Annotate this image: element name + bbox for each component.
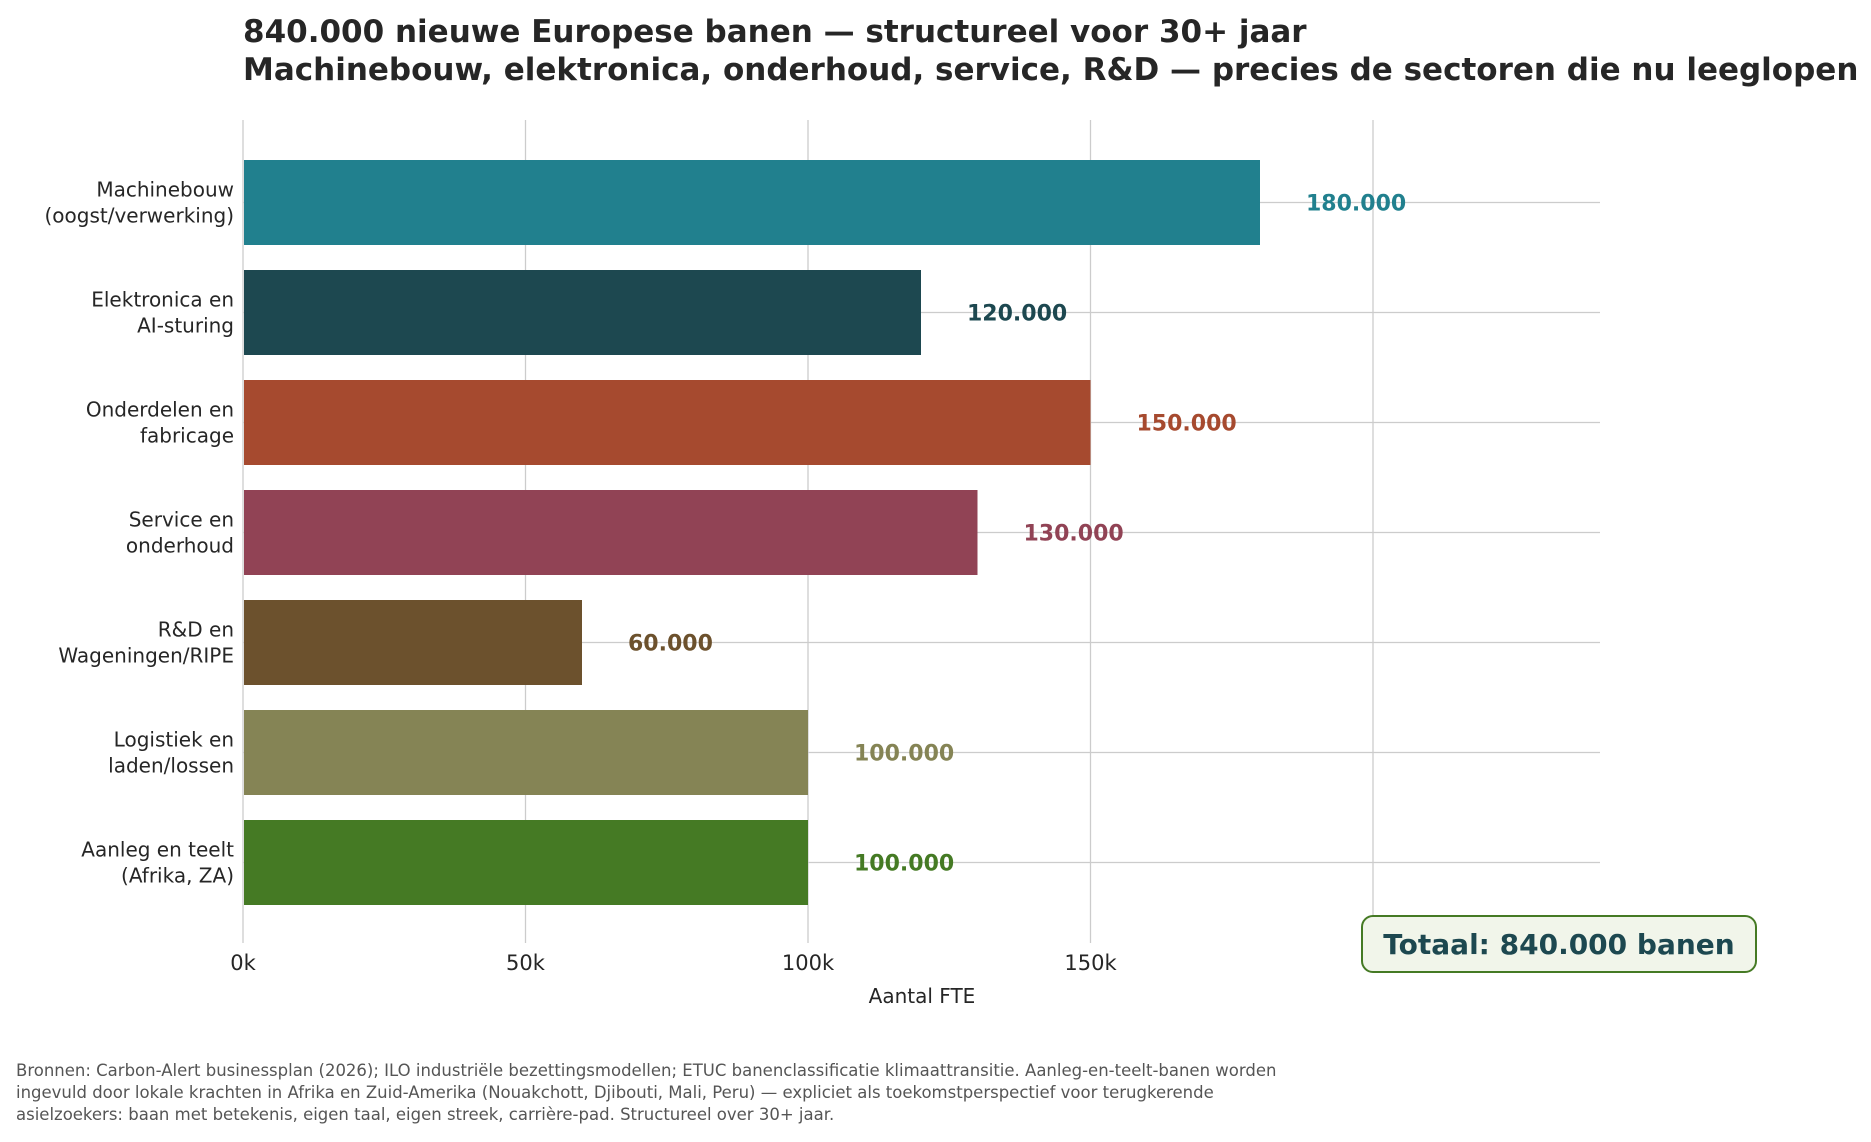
category-label: Machinebouw (oogst/verwerking): [44, 178, 234, 228]
chart-title: 840.000 nieuwe Europese banen — structur…: [243, 14, 1307, 50]
bar-value-label: 60.000: [628, 632, 713, 657]
category-label: Service en onderhoud: [126, 508, 234, 558]
category-label: Logistiek en laden/lossen: [108, 728, 234, 778]
category-label: Elektronica en AI-sturing: [91, 288, 234, 338]
category-label: R&D en Wageningen/RIPE: [58, 618, 234, 668]
bar-value-label: 100.000: [854, 852, 954, 877]
category-label: Aanleg en teelt (Afrika, ZA): [81, 838, 234, 888]
source-footnote: Bronnen: Carbon-Alert businessplan (2026…: [16, 1060, 1436, 1126]
x-axis-ticks: 0k50k100k150k2: [230, 951, 1379, 975]
chart-subtitle: Machinebouw, elektronica, onderhoud, ser…: [243, 52, 1858, 88]
category-label: Onderdelen en fabricage: [86, 398, 234, 448]
bar: [244, 160, 1260, 245]
footnote-line: ingevuld door lokale krachten in Afrika …: [16, 1083, 1214, 1102]
total-annotation-text: Totaal: 840.000 banen: [1383, 928, 1734, 961]
x-tick-label: 0k: [230, 951, 256, 975]
x-tick-label: 150k: [1064, 951, 1117, 975]
bars: 180.000 Machinebouw (oogst/verwerking) 120.…: [44, 160, 1406, 905]
bar: [244, 710, 808, 795]
bar-value-label: 180.000: [1306, 192, 1406, 217]
bar: [244, 270, 921, 355]
bar: [244, 820, 808, 905]
bar-value-label: 100.000: [854, 742, 954, 767]
bar-value-label: 120.000: [967, 302, 1067, 327]
bar: [244, 600, 582, 685]
footnote-line: Bronnen: Carbon-Alert businessplan (2026…: [16, 1061, 1277, 1080]
bar: [244, 380, 1091, 465]
x-tick-label: 100k: [782, 951, 835, 975]
total-annotation: Totaal: 840.000 banen: [1361, 915, 1757, 973]
footnote-line: asielzoekers: baan met betekenis, eigen …: [16, 1105, 835, 1124]
bar-value-label: 150.000: [1137, 412, 1237, 437]
bar: [244, 490, 978, 575]
bar-value-label: 130.000: [1024, 522, 1124, 547]
total-annotation-box: [1361, 915, 1757, 973]
x-axis-label: Aantal FTE: [869, 984, 976, 1008]
x-tick-label: 50k: [506, 951, 546, 975]
